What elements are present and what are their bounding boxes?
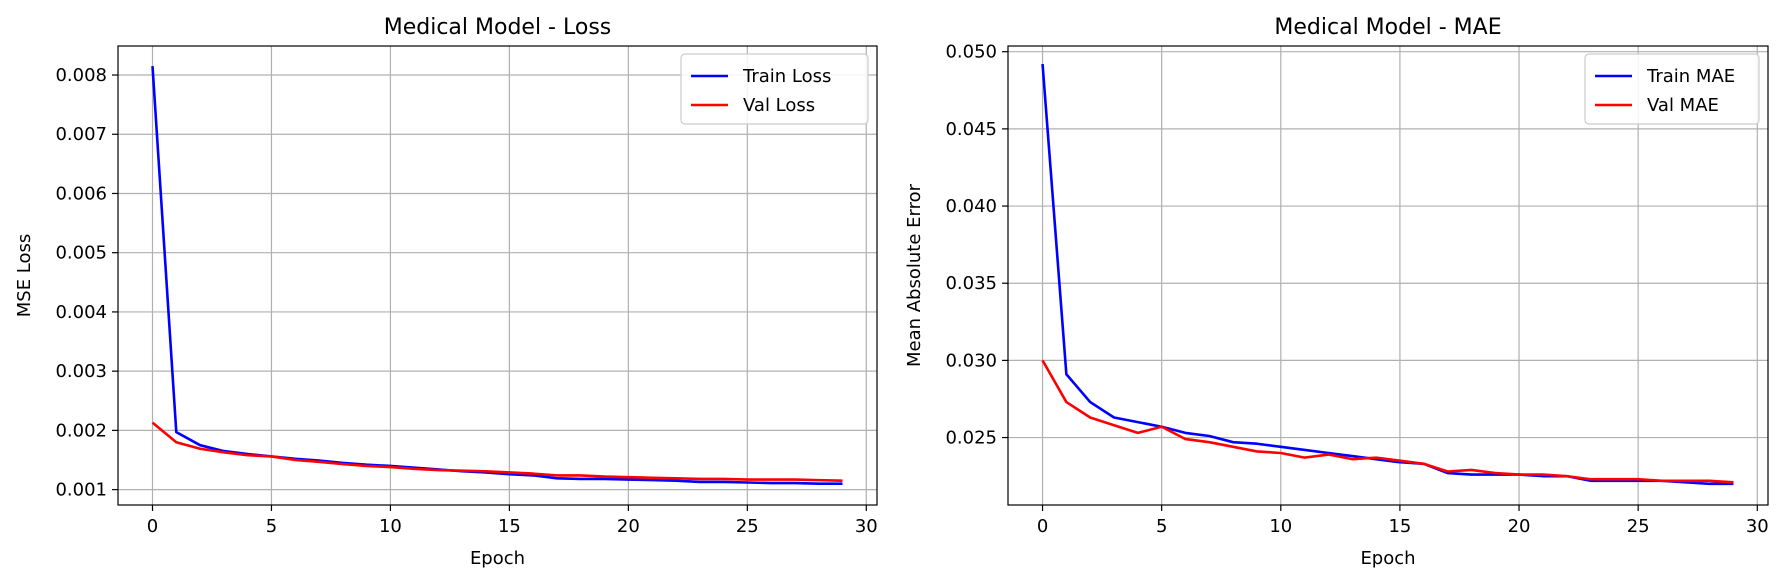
- mae-chart-series: [1041, 63, 1734, 486]
- mae-ytick-label-1: 0.030: [945, 350, 997, 371]
- mae-ytick-label-4: 0.045: [945, 119, 997, 140]
- mae-series-line-val: [1041, 359, 1734, 484]
- loss-ytick-label-0: 0.001: [55, 480, 107, 501]
- loss-chart-title: Medical Model - Loss: [384, 15, 612, 40]
- loss-chart-x-ticks: 0 5 10 15 20 25 30: [147, 505, 878, 537]
- mae-xtick-label-2: 10: [1269, 516, 1292, 537]
- mae-chart-ylabel: Mean Absolute Error: [904, 183, 925, 367]
- loss-ytick-label-2: 0.003: [55, 361, 107, 382]
- mae-ytick-label-5: 0.050: [945, 42, 997, 63]
- mae-chart-grid: [1008, 46, 1768, 505]
- mae-chart-panel: Medical Model - MAE Epoch Mean Absolute …: [904, 15, 1769, 569]
- mae-series-line-train: [1041, 63, 1734, 486]
- mae-chart-xlabel: Epoch: [1360, 548, 1415, 569]
- loss-xtick-label-5: 25: [736, 516, 759, 537]
- mae-xtick-label-6: 30: [1746, 516, 1769, 537]
- loss-legend-box: [680, 53, 869, 125]
- mae-xtick-label-5: 25: [1627, 516, 1650, 537]
- mae-chart-y-ticks: 0.025 0.030 0.035 0.040 0.045 0.050: [945, 42, 1008, 449]
- loss-series-line-val: [151, 421, 843, 483]
- loss-xtick-label-6: 30: [855, 516, 878, 537]
- loss-xtick-label-2: 10: [379, 516, 402, 537]
- loss-legend-label-train: Train Loss: [742, 66, 831, 87]
- mae-legend-label-val: Val MAE: [1647, 95, 1719, 116]
- loss-ytick-label-6: 0.007: [55, 124, 107, 145]
- mae-xtick-label-1: 5: [1156, 516, 1167, 537]
- mae-legend-label-train: Train MAE: [1646, 66, 1735, 87]
- mae-legend-box: [1584, 53, 1760, 125]
- mae-ytick-label-2: 0.035: [945, 273, 997, 294]
- loss-chart-panel: Medical Model - Loss Epoch MSE Loss 0 5 10…: [14, 15, 878, 569]
- loss-chart-frame: [117, 45, 878, 506]
- mae-xtick-label-4: 20: [1508, 516, 1531, 537]
- loss-ytick-label-4: 0.005: [55, 243, 107, 264]
- loss-ytick-label-3: 0.004: [55, 302, 107, 323]
- loss-chart-xlabel: Epoch: [470, 548, 525, 569]
- loss-chart-ylabel: MSE Loss: [14, 234, 35, 318]
- loss-ytick-label-1: 0.002: [55, 420, 107, 441]
- loss-ytick-label-7: 0.008: [55, 65, 107, 86]
- mae-chart-legend: Train MAE Val MAE: [1584, 53, 1760, 125]
- mae-ytick-label-0: 0.025: [945, 428, 997, 449]
- loss-legend-label-val: Val Loss: [743, 95, 815, 116]
- mae-chart-x-ticks: 0 5 10 15 20 25 30: [1037, 505, 1769, 537]
- loss-xtick-label-0: 0: [147, 516, 158, 537]
- loss-xtick-label-3: 15: [498, 516, 521, 537]
- mae-xtick-label-0: 0: [1037, 516, 1048, 537]
- mae-chart-frame: [1007, 45, 1769, 506]
- loss-chart-legend: Train Loss Val Loss: [680, 53, 869, 125]
- loss-chart-y-ticks: 0.001 0.002 0.003 0.004 0.005 0.006 0.007 0.008: [55, 65, 118, 501]
- mae-chart-title: Medical Model - MAE: [1274, 15, 1501, 40]
- mae-ytick-label-3: 0.040: [945, 196, 997, 217]
- loss-chart-series: [151, 66, 843, 485]
- loss-xtick-label-1: 5: [266, 516, 277, 537]
- loss-xtick-label-4: 20: [617, 516, 640, 537]
- mae-xtick-label-3: 15: [1388, 516, 1411, 537]
- loss-ytick-label-5: 0.006: [55, 183, 107, 204]
